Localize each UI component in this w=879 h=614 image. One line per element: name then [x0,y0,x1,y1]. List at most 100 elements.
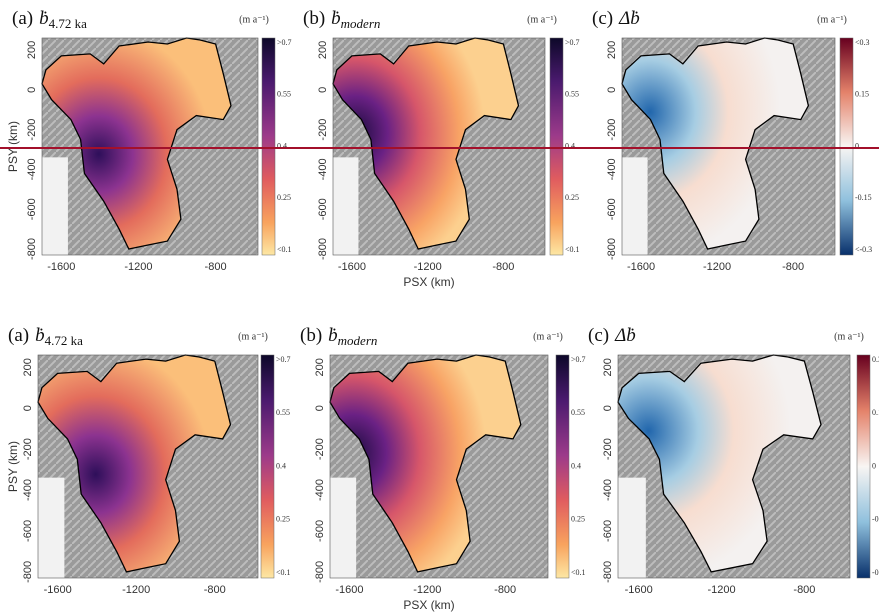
symbol: ḃ [328,325,338,346]
units: (m a⁻¹) [527,14,557,25]
y-tick-label: -800 [22,561,34,583]
x-tick-label: -1600 [625,584,653,596]
y-tick-label: -400 [314,479,326,501]
panel-label: (b) [303,8,325,29]
y-tick-label: -400 [317,158,329,180]
symbol: Δḃ [618,8,640,29]
colorbar-tick-label: >0.7 [277,38,292,47]
y-tick-label: -800 [602,561,614,583]
ice-region [41,37,232,250]
colorbar-tick-label: <0.1 [277,245,292,254]
colorbar-tick-label: 0.15 [872,408,879,417]
ice-region [332,37,520,250]
y-tick-label: -600 [317,198,329,220]
ice-region [37,354,232,573]
colorbar-tick-label: <0.1 [276,568,291,577]
x-tick-label: -1200 [703,261,731,273]
y-tick-label: -200 [22,438,34,460]
x-tick-label: -800 [793,584,815,596]
y-tick-label: -800 [26,238,38,260]
y-tick-label: -800 [314,561,326,583]
x-tick-label: -800 [782,261,804,273]
y-tick-label: 200 [22,358,34,376]
y-tick-label: 200 [317,41,329,59]
y-tick-label: 0 [26,87,38,93]
subscript: modern [341,16,381,31]
y-tick-label: -200 [606,119,618,141]
panel-label: (b) [300,325,322,346]
panel-title: (a) ḃ4.72 ka [12,8,87,31]
colorbar-tick-label: <0.3 [855,38,870,47]
ocean [330,477,357,578]
y-tick-label: 200 [602,358,614,376]
y-tick-label: -200 [602,438,614,460]
x-tick-label: -800 [204,584,226,596]
symbol: ḃ [39,8,49,29]
colorbar-tick-label: 0.15 [855,90,869,99]
plot-frame [621,37,836,256]
y-tick-label: -200 [317,119,329,141]
colorbar-tick-label: 0.3 [872,355,879,364]
colorbar-tick-label: 0.25 [277,193,291,202]
units: (m a⁻¹) [817,14,847,25]
y-tick-label: 0 [22,405,34,411]
colorbar-tick-label: >0.7 [276,355,291,364]
panel-title: (b) ḃmodern [303,8,380,31]
symbol: Δḃ [614,325,636,346]
y-tick-label: -400 [22,479,34,501]
ice-region [329,354,522,573]
x-tick-label: -1600 [627,261,655,273]
colorbar [856,354,871,579]
units: (m a⁻¹) [533,331,563,342]
colorbar-tick-label: 0.25 [565,193,579,202]
subscript: modern [338,333,378,348]
y-axis-label: PSY (km) [6,121,20,172]
y-tick-label: -800 [606,238,618,260]
units: (m a⁻¹) [834,331,864,342]
panel-label: (c) [592,8,613,29]
colorbar [839,37,854,256]
x-axis-label: PSX (km) [403,275,454,289]
colorbar-tick-label: >0.7 [565,38,580,47]
y-tick-label: -600 [602,520,614,542]
colorbar-tick-label: >0.7 [571,355,586,364]
colorbar-tick-label: <-0.3 [855,245,872,254]
panel-label: (a) [8,325,29,346]
y-tick-label: 0 [602,405,614,411]
x-tick-label: -800 [205,261,227,273]
colorbar-tick-label: 0.4 [565,141,575,150]
colorbar [549,37,564,256]
colorbar-tick-label: 0.55 [565,90,579,99]
y-tick-label: -400 [606,158,618,180]
y-tick-label: 0 [314,405,326,411]
y-axis-label: PSY (km) [6,441,20,492]
panel-title: (c) Δḃ [592,8,640,29]
y-tick-label: -600 [606,198,618,220]
colorbar-tick-label: 0.55 [277,90,291,99]
subscript: 4.72 ka [45,333,84,348]
panel-title: (a) ḃ4.72 ka [8,325,83,348]
colorbar-tick-label: 0.55 [571,408,585,417]
colorbar-tick-label: 0.4 [571,461,581,470]
colorbar-tick-label: <0.1 [571,568,586,577]
x-tick-label: -1600 [44,584,72,596]
panel-label: (a) [12,8,33,29]
panels: 200 0 -200 -400 -600 -800 -1600 -1200 -800 >0.7 0.… [6,8,879,612]
units: (m a⁻¹) [238,331,268,342]
ice-region [617,354,822,573]
x-tick-label: -800 [494,584,516,596]
y-tick-label: -800 [317,238,329,260]
x-tick-label: -1200 [413,584,441,596]
panel-title: (c) Δḃ [588,325,636,346]
symbol: ḃ [331,8,341,29]
colorbar-tick-label: 0.25 [571,515,585,524]
x-tick-label: -1600 [335,584,363,596]
colorbar-tick-label: 0.4 [276,461,286,470]
x-tick-label: -1200 [124,261,152,273]
x-tick-label: -800 [492,261,514,273]
y-tick-label: -600 [314,520,326,542]
y-tick-label: -400 [602,479,614,501]
x-tick-label: -1200 [122,584,150,596]
plot-frame [617,354,851,579]
colorbar-tick-label: 0.25 [276,515,290,524]
